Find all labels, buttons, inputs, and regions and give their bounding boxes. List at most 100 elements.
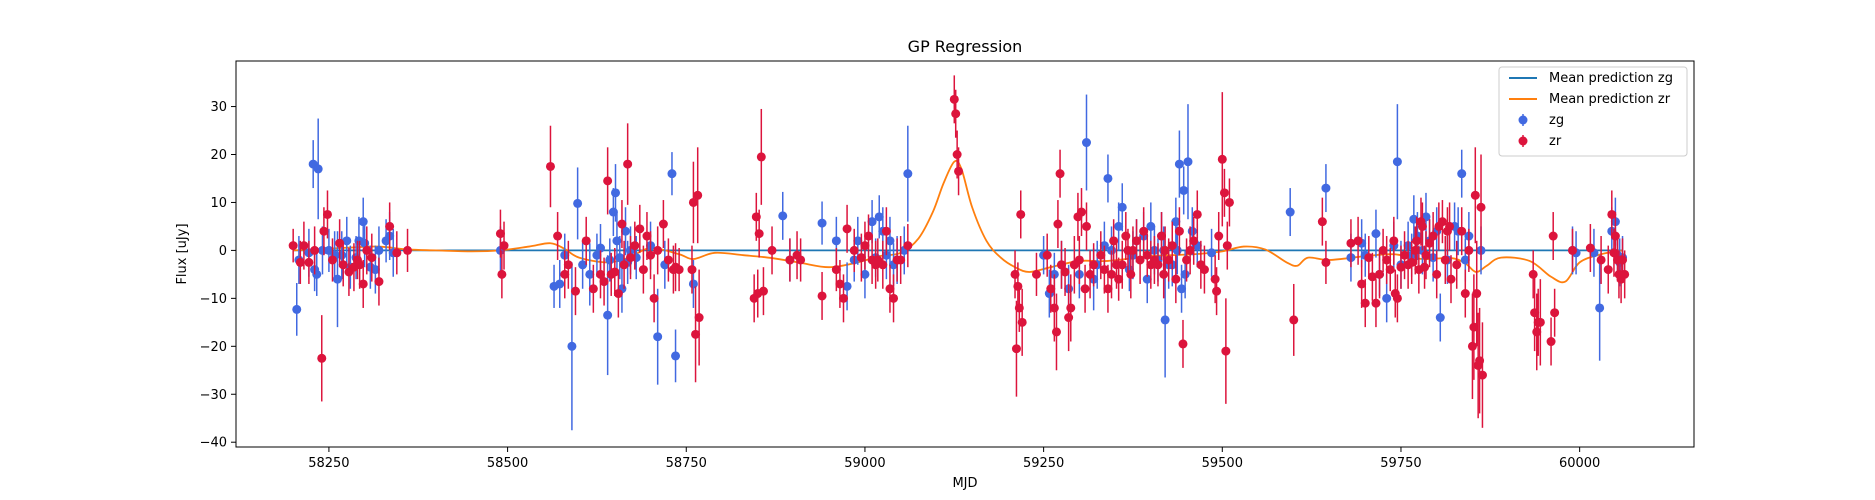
zr-point (1445, 221, 1455, 231)
zg-point (1117, 202, 1127, 212)
zg-point (573, 198, 583, 208)
zr-point (1082, 221, 1091, 231)
zg-point (596, 243, 605, 253)
zr-point (362, 245, 372, 255)
zr-point (1550, 308, 1560, 318)
zg-point (605, 255, 615, 265)
zr-point (335, 238, 345, 248)
zg-point (667, 169, 677, 179)
zr-point (1157, 231, 1167, 241)
zr-point (1117, 260, 1127, 270)
zr-point (1378, 245, 1388, 255)
chart-title: GP Regression (908, 37, 1023, 56)
zr-point (1464, 245, 1474, 255)
zr-point (756, 152, 766, 162)
x-axis-ticks: 58250 58500 58750 59000 59250 59500 59750 60000 (308, 447, 1600, 471)
zr-point (694, 313, 704, 323)
zr-point (1212, 286, 1222, 296)
zr-point (642, 231, 652, 241)
zr-point (1135, 255, 1145, 265)
zr-point (1610, 231, 1620, 241)
zr-point (1470, 190, 1480, 200)
zr-point (1222, 241, 1232, 251)
zr-point (1375, 269, 1385, 279)
zr-point (1385, 265, 1395, 275)
zg-point (1321, 183, 1331, 193)
x-tick-label: 59250 (1023, 456, 1064, 471)
zg-point (603, 310, 613, 320)
zr-point (581, 236, 591, 246)
zr-point (952, 150, 962, 160)
x-tick-label: 59500 (1202, 456, 1243, 471)
zr-point (367, 253, 377, 263)
zr-point (1353, 236, 1363, 246)
zr-point (1031, 269, 1041, 279)
zr-point (1620, 269, 1630, 279)
zr-point (588, 284, 598, 294)
y-tick-label: −30 (200, 388, 227, 403)
zr-point (1185, 245, 1195, 255)
zr-point (599, 277, 609, 287)
zr-point (1289, 315, 1299, 325)
zg-point (778, 211, 788, 221)
zr-point (1346, 238, 1356, 248)
zr-point (619, 260, 629, 270)
zr-point (1437, 217, 1447, 227)
zr-point (1407, 257, 1417, 267)
zr-point (856, 253, 866, 263)
zg-point (337, 250, 347, 260)
zr-point (1016, 209, 1026, 219)
legend-swatch-zr-marker (1518, 136, 1528, 146)
zr-point (1425, 238, 1435, 248)
zg-point (332, 274, 342, 284)
zr-point (570, 286, 580, 296)
zg-point (1435, 313, 1445, 323)
zr-point (1142, 250, 1152, 260)
zr-point (1051, 327, 1061, 337)
zr-point (951, 109, 961, 119)
zr-point (1096, 250, 1106, 260)
zr-point (1457, 226, 1467, 236)
zg-point (653, 332, 663, 342)
zr-point (864, 231, 874, 241)
zg-point (1460, 255, 1470, 265)
zr-point (1357, 279, 1367, 289)
zr-point (1224, 197, 1234, 207)
x-tick-label: 59000 (844, 456, 885, 471)
zr-point (553, 231, 563, 241)
zg-point (1595, 303, 1605, 313)
zr-point (1477, 370, 1487, 380)
zr-point (1585, 243, 1595, 253)
zg-point (1174, 159, 1184, 169)
zr-point (1074, 255, 1084, 265)
legend-swatch-zg-marker (1518, 115, 1528, 125)
zg-point (1180, 269, 1190, 279)
zr-point (1609, 248, 1619, 258)
zr-point (1171, 274, 1181, 284)
zr-point (860, 241, 870, 251)
zg-point (374, 245, 384, 255)
zr-point (310, 245, 320, 255)
zr-point (1011, 344, 1021, 354)
zg-point (585, 269, 595, 279)
zg-point (903, 169, 913, 179)
zr-point (1410, 245, 1420, 255)
zr-point (1360, 298, 1370, 308)
zg-point (1183, 157, 1193, 167)
zr-point (889, 293, 899, 303)
zr-point (613, 289, 623, 299)
zr-point (1049, 303, 1059, 313)
zr-point (754, 229, 764, 239)
zr-point (338, 260, 348, 270)
zg-point (1179, 185, 1189, 195)
zr-point (1153, 260, 1163, 270)
zr-point (1396, 262, 1406, 272)
zr-point (392, 248, 402, 258)
zr-point (849, 245, 859, 255)
zr-point (1085, 269, 1095, 279)
zr-point (817, 291, 827, 301)
zr-point (1080, 284, 1090, 294)
zr-point (1192, 209, 1202, 219)
zg-point (671, 351, 681, 361)
